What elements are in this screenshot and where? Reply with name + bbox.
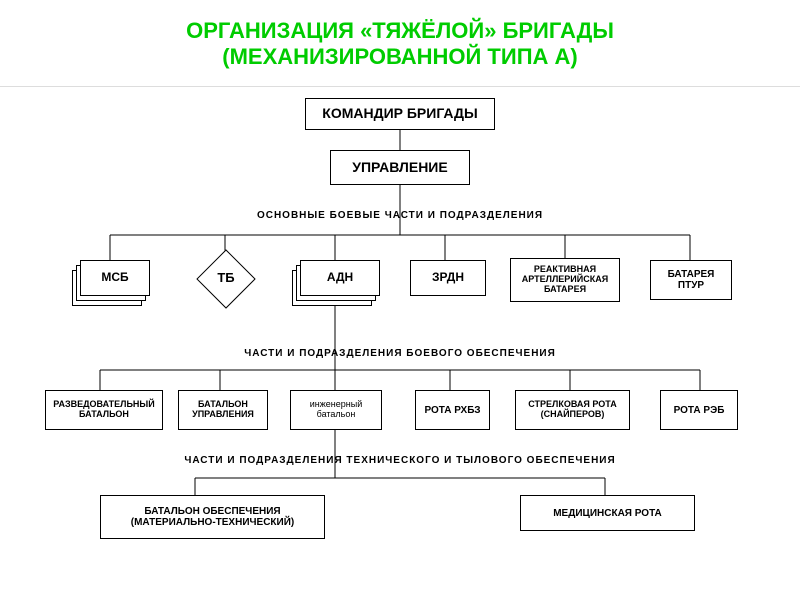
label-med: МЕДИЦИНСКАЯ РОТА — [553, 508, 662, 519]
node-ptur: БАТАРЕЯ ПТУР — [650, 260, 732, 300]
label-reactive: РЕАКТИВНАЯ АРТЕЛЛЕРИЙСКАЯ БАТАРЕЯ — [515, 265, 615, 295]
label-adn: АДН — [327, 271, 353, 284]
node-tb: ТБ — [200, 270, 252, 285]
node-supply: БАТАЛЬОН ОБЕСПЕЧЕНИЯ (МАТЕРИАЛЬНО-ТЕХНИЧ… — [100, 495, 325, 539]
node-commander: КОМАНДИР БРИГАДЫ — [305, 98, 495, 130]
node-zrdn: ЗРДН — [410, 260, 486, 296]
section-3: ЧАСТИ И ПОДРАЗДЕЛЕНИЯ ТЕХНИЧЕСКОГО И ТЫЛ… — [0, 455, 800, 466]
node-med: МЕДИЦИНСКАЯ РОТА — [520, 495, 695, 531]
node-recon: РАЗВЕДОВАТЕЛЬНЫЙ БАТАЛЬОН — [45, 390, 163, 430]
label-msb: МСБ — [101, 271, 128, 284]
node-eng: инженерный батальон — [290, 390, 382, 430]
node-sniper: СТРЕЛКОВАЯ РОТА (СНАЙПЕРОВ) — [515, 390, 630, 430]
node-control: УПРАВЛЕНИЕ — [330, 150, 470, 185]
label-recon: РАЗВЕДОВАТЕЛЬНЫЙ БАТАЛЬОН — [50, 400, 158, 420]
label-eng: инженерный батальон — [295, 400, 377, 420]
section-1: ОСНОВНЫЕ БОЕВЫЕ ЧАСТИ И ПОДРАЗДЕЛЕНИЯ — [0, 210, 800, 221]
section-2: ЧАСТИ И ПОДРАЗДЕЛЕНИЯ БОЕВОГО ОБЕСПЕЧЕНИ… — [0, 348, 800, 359]
title-line1: ОРГАНИЗАЦИЯ «ТЯЖЁЛОЙ» БРИГАДЫ — [186, 18, 614, 43]
section-3-label: ЧАСТИ И ПОДРАЗДЕЛЕНИЯ ТЕХНИЧЕСКОГО И ТЫЛ… — [184, 455, 615, 466]
title-line2: (МЕХАНИЗИРОВАННОЙ ТИПА А) — [222, 44, 577, 69]
label-supply: БАТАЛЬОН ОБЕСПЕЧЕНИЯ (МАТЕРИАЛЬНО-ТЕХНИЧ… — [105, 506, 320, 528]
label-cmdbat: БАТАЛЬОН УПРАВЛЕНИЯ — [183, 400, 263, 420]
label-reb: РОТА РЭБ — [674, 405, 725, 416]
node-msb: МСБ — [80, 260, 150, 296]
label-sniper: СТРЕЛКОВАЯ РОТА (СНАЙПЕРОВ) — [520, 400, 625, 420]
label-tb: ТБ — [217, 270, 234, 285]
label-commander: КОМАНДИР БРИГАДЫ — [322, 106, 477, 121]
node-reactive: РЕАКТИВНАЯ АРТЕЛЛЕРИЙСКАЯ БАТАРЕЯ — [510, 258, 620, 302]
label-zrdn: ЗРДН — [432, 271, 464, 284]
divider — [0, 86, 800, 87]
section-1-label: ОСНОВНЫЕ БОЕВЫЕ ЧАСТИ И ПОДРАЗДЕЛЕНИЯ — [257, 210, 543, 221]
page-title: ОРГАНИЗАЦИЯ «ТЯЖЁЛОЙ» БРИГАДЫ (МЕХАНИЗИР… — [0, 0, 800, 71]
section-2-label: ЧАСТИ И ПОДРАЗДЕЛЕНИЯ БОЕВОГО ОБЕСПЕЧЕНИ… — [244, 348, 556, 359]
node-adn: АДН — [300, 260, 380, 296]
node-rhb: РОТА РХБЗ — [415, 390, 490, 430]
label-control: УПРАВЛЕНИЕ — [352, 160, 447, 175]
label-ptur: БАТАРЕЯ ПТУР — [655, 269, 727, 291]
node-reb: РОТА РЭБ — [660, 390, 738, 430]
node-cmdbat: БАТАЛЬОН УПРАВЛЕНИЯ — [178, 390, 268, 430]
label-rhb: РОТА РХБЗ — [424, 405, 480, 416]
